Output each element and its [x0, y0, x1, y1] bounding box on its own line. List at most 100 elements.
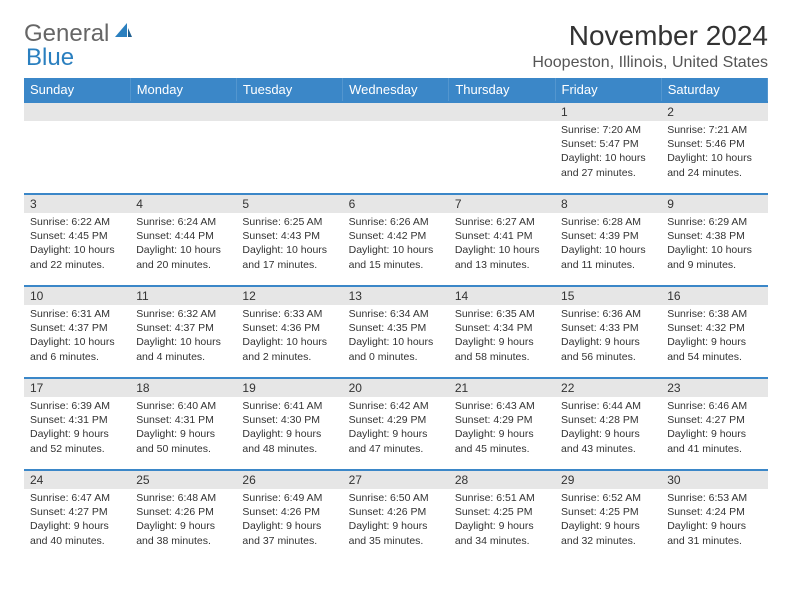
day-number: 18 [130, 379, 236, 397]
day-content: Sunrise: 6:27 AMSunset: 4:41 PMDaylight:… [449, 213, 555, 276]
day-content: Sunrise: 6:52 AMSunset: 4:25 PMDaylight:… [555, 489, 661, 552]
week-row: 10Sunrise: 6:31 AMSunset: 4:37 PMDayligh… [24, 286, 768, 378]
day-cell: 3Sunrise: 6:22 AMSunset: 4:45 PMDaylight… [24, 194, 130, 286]
day-cell: 9Sunrise: 6:29 AMSunset: 4:38 PMDaylight… [661, 194, 767, 286]
day-content: Sunrise: 6:29 AMSunset: 4:38 PMDaylight:… [661, 213, 767, 276]
day-content: Sunrise: 6:49 AMSunset: 4:26 PMDaylight:… [236, 489, 342, 552]
day-number: 27 [343, 471, 449, 489]
week-row: 3Sunrise: 6:22 AMSunset: 4:45 PMDaylight… [24, 194, 768, 286]
day-cell: 1Sunrise: 7:20 AMSunset: 5:47 PMDaylight… [555, 102, 661, 194]
day-number: 21 [449, 379, 555, 397]
day-content: Sunrise: 6:25 AMSunset: 4:43 PMDaylight:… [236, 213, 342, 276]
day-content: Sunrise: 6:47 AMSunset: 4:27 PMDaylight:… [24, 489, 130, 552]
day-number: 9 [661, 195, 767, 213]
day-content: Sunrise: 6:36 AMSunset: 4:33 PMDaylight:… [555, 305, 661, 368]
day-number [449, 103, 555, 121]
day-cell: 12Sunrise: 6:33 AMSunset: 4:36 PMDayligh… [236, 286, 342, 378]
calendar-table: Sunday Monday Tuesday Wednesday Thursday… [24, 78, 768, 562]
weekday-header: Monday [130, 78, 236, 102]
day-content: Sunrise: 6:42 AMSunset: 4:29 PMDaylight:… [343, 397, 449, 460]
day-number: 11 [130, 287, 236, 305]
title-block: November 2024 Hoopeston, Illinois, Unite… [532, 20, 768, 72]
day-cell: 8Sunrise: 6:28 AMSunset: 4:39 PMDaylight… [555, 194, 661, 286]
weekday-header: Wednesday [343, 78, 449, 102]
header: General November 2024 Hoopeston, Illinoi… [24, 20, 768, 72]
day-cell [343, 102, 449, 194]
day-cell: 5Sunrise: 6:25 AMSunset: 4:43 PMDaylight… [236, 194, 342, 286]
day-content: Sunrise: 7:21 AMSunset: 5:46 PMDaylight:… [661, 121, 767, 184]
weekday-header: Thursday [449, 78, 555, 102]
day-number: 3 [24, 195, 130, 213]
day-number [24, 103, 130, 121]
day-content: Sunrise: 6:31 AMSunset: 4:37 PMDaylight:… [24, 305, 130, 368]
day-cell: 24Sunrise: 6:47 AMSunset: 4:27 PMDayligh… [24, 470, 130, 562]
day-content: Sunrise: 6:43 AMSunset: 4:29 PMDaylight:… [449, 397, 555, 460]
day-content: Sunrise: 6:41 AMSunset: 4:30 PMDaylight:… [236, 397, 342, 460]
weekday-header: Tuesday [236, 78, 342, 102]
day-cell: 14Sunrise: 6:35 AMSunset: 4:34 PMDayligh… [449, 286, 555, 378]
week-row: 1Sunrise: 7:20 AMSunset: 5:47 PMDaylight… [24, 102, 768, 194]
week-row: 17Sunrise: 6:39 AMSunset: 4:31 PMDayligh… [24, 378, 768, 470]
sail-icon [113, 20, 133, 48]
location: Hoopeston, Illinois, United States [532, 54, 768, 72]
day-content: Sunrise: 7:20 AMSunset: 5:47 PMDaylight:… [555, 121, 661, 184]
day-cell: 22Sunrise: 6:44 AMSunset: 4:28 PMDayligh… [555, 378, 661, 470]
day-cell: 23Sunrise: 6:46 AMSunset: 4:27 PMDayligh… [661, 378, 767, 470]
day-content: Sunrise: 6:28 AMSunset: 4:39 PMDaylight:… [555, 213, 661, 276]
week-row: 24Sunrise: 6:47 AMSunset: 4:27 PMDayligh… [24, 470, 768, 562]
day-cell [130, 102, 236, 194]
day-number: 17 [24, 379, 130, 397]
day-cell: 2Sunrise: 7:21 AMSunset: 5:46 PMDaylight… [661, 102, 767, 194]
day-number [343, 103, 449, 121]
day-content: Sunrise: 6:33 AMSunset: 4:36 PMDaylight:… [236, 305, 342, 368]
day-number: 4 [130, 195, 236, 213]
day-content: Sunrise: 6:24 AMSunset: 4:44 PMDaylight:… [130, 213, 236, 276]
logo-text-blue: Blue [26, 44, 74, 72]
day-cell: 18Sunrise: 6:40 AMSunset: 4:31 PMDayligh… [130, 378, 236, 470]
day-content: Sunrise: 6:40 AMSunset: 4:31 PMDaylight:… [130, 397, 236, 460]
weekday-header: Sunday [24, 78, 130, 102]
day-cell: 17Sunrise: 6:39 AMSunset: 4:31 PMDayligh… [24, 378, 130, 470]
day-number: 29 [555, 471, 661, 489]
month-title: November 2024 [532, 20, 768, 52]
day-number: 14 [449, 287, 555, 305]
day-cell: 15Sunrise: 6:36 AMSunset: 4:33 PMDayligh… [555, 286, 661, 378]
day-cell [236, 102, 342, 194]
day-number: 16 [661, 287, 767, 305]
day-cell: 10Sunrise: 6:31 AMSunset: 4:37 PMDayligh… [24, 286, 130, 378]
day-content: Sunrise: 6:22 AMSunset: 4:45 PMDaylight:… [24, 213, 130, 276]
day-number: 5 [236, 195, 342, 213]
day-number: 6 [343, 195, 449, 213]
day-number [130, 103, 236, 121]
day-number: 2 [661, 103, 767, 121]
day-content: Sunrise: 6:34 AMSunset: 4:35 PMDaylight:… [343, 305, 449, 368]
day-cell: 21Sunrise: 6:43 AMSunset: 4:29 PMDayligh… [449, 378, 555, 470]
day-content: Sunrise: 6:51 AMSunset: 4:25 PMDaylight:… [449, 489, 555, 552]
day-cell: 28Sunrise: 6:51 AMSunset: 4:25 PMDayligh… [449, 470, 555, 562]
day-number: 10 [24, 287, 130, 305]
day-content: Sunrise: 6:53 AMSunset: 4:24 PMDaylight:… [661, 489, 767, 552]
day-cell: 7Sunrise: 6:27 AMSunset: 4:41 PMDaylight… [449, 194, 555, 286]
day-content: Sunrise: 6:26 AMSunset: 4:42 PMDaylight:… [343, 213, 449, 276]
day-cell: 27Sunrise: 6:50 AMSunset: 4:26 PMDayligh… [343, 470, 449, 562]
day-cell: 16Sunrise: 6:38 AMSunset: 4:32 PMDayligh… [661, 286, 767, 378]
day-cell: 25Sunrise: 6:48 AMSunset: 4:26 PMDayligh… [130, 470, 236, 562]
day-cell [449, 102, 555, 194]
day-number: 15 [555, 287, 661, 305]
day-number: 26 [236, 471, 342, 489]
day-content: Sunrise: 6:32 AMSunset: 4:37 PMDaylight:… [130, 305, 236, 368]
day-content: Sunrise: 6:48 AMSunset: 4:26 PMDaylight:… [130, 489, 236, 552]
day-number: 19 [236, 379, 342, 397]
day-number: 30 [661, 471, 767, 489]
day-cell: 29Sunrise: 6:52 AMSunset: 4:25 PMDayligh… [555, 470, 661, 562]
day-number: 25 [130, 471, 236, 489]
day-number: 22 [555, 379, 661, 397]
day-cell: 4Sunrise: 6:24 AMSunset: 4:44 PMDaylight… [130, 194, 236, 286]
day-content: Sunrise: 6:38 AMSunset: 4:32 PMDaylight:… [661, 305, 767, 368]
day-number: 13 [343, 287, 449, 305]
day-content: Sunrise: 6:44 AMSunset: 4:28 PMDaylight:… [555, 397, 661, 460]
day-cell: 6Sunrise: 6:26 AMSunset: 4:42 PMDaylight… [343, 194, 449, 286]
day-cell: 20Sunrise: 6:42 AMSunset: 4:29 PMDayligh… [343, 378, 449, 470]
day-number: 28 [449, 471, 555, 489]
day-content: Sunrise: 6:46 AMSunset: 4:27 PMDaylight:… [661, 397, 767, 460]
